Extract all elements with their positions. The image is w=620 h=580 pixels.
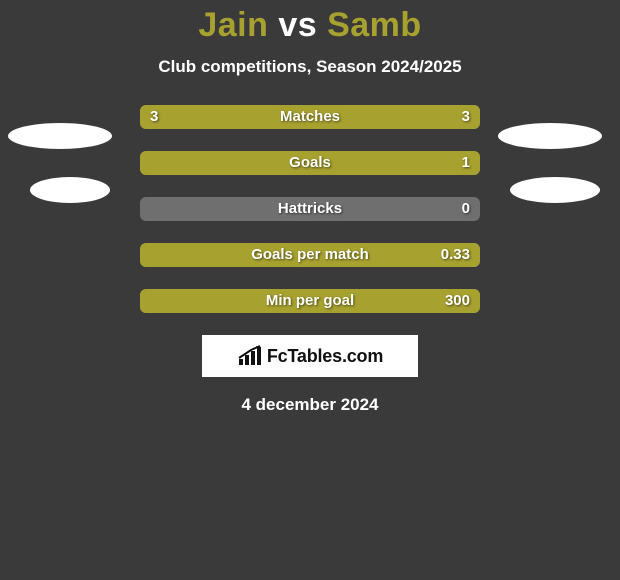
chart-icon [237,345,263,367]
bar-right-gpm [140,243,480,267]
bar-gpm [140,243,480,267]
stat-row-goals: Goals1 [0,151,620,175]
player2-name: Samb [327,6,422,44]
bar-hattricks [140,197,480,221]
bar-matches [140,105,480,129]
title: Jain vs Samb [0,6,620,45]
fctables-logo: FcTables.com [202,335,418,377]
subtitle: Club competitions, Season 2024/2025 [0,57,620,77]
bar-right-goals [140,151,480,175]
bar-right-matches [310,105,480,129]
bar-goals [140,151,480,175]
bar-right-mpg [140,289,480,313]
bar-left-matches [140,105,310,129]
team-badge-o4 [510,177,600,203]
logo-text: FcTables.com [267,346,383,367]
stats-infographic: Jain vs Samb Club competitions, Season 2… [0,0,620,580]
team-badge-o3 [30,177,110,203]
team-badge-o2 [498,123,602,149]
vs-text: vs [278,6,317,44]
stat-row-mpg: Min per goal300 [0,289,620,313]
player1-name: Jain [198,6,268,44]
date-text: 4 december 2024 [0,395,620,415]
team-badge-o1 [8,123,112,149]
stat-row-gpm: Goals per match0.33 [0,243,620,267]
bar-mpg [140,289,480,313]
